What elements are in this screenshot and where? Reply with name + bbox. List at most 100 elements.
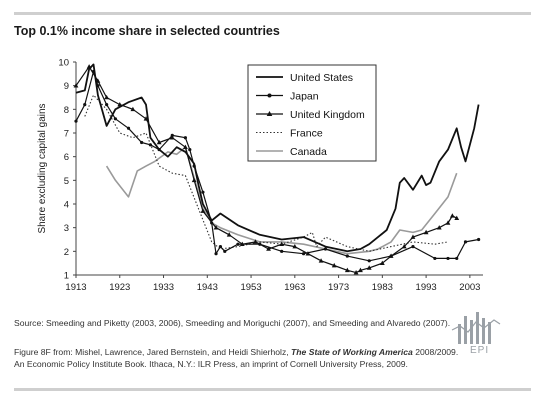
y-tick-label: 5 — [64, 176, 69, 187]
point-japan — [477, 237, 481, 242]
point-united-kingdom — [331, 262, 337, 268]
x-tick-label: 1933 — [153, 282, 174, 293]
figure-note-suffix: 2008/2009. — [412, 347, 459, 357]
legend-marker-united-kingdom — [266, 111, 273, 116]
point-united-kingdom — [410, 234, 416, 239]
point-japan — [140, 140, 144, 145]
y-tick-label: 4 — [64, 200, 69, 211]
y-tick-label: 3 — [64, 223, 69, 234]
point-japan — [201, 190, 205, 194]
point-japan — [183, 136, 188, 140]
chart-svg: 1 2 3 4 5 6 7 8 9 10 1913 1923 1933 1943 1953 1963 1973 1… — [37, 58, 483, 293]
book-title: The State of Working America — [291, 347, 413, 357]
y-tick-label: 7 — [64, 129, 69, 140]
point-united-kingdom — [358, 267, 363, 273]
y-tick-label: 10 — [58, 58, 69, 69]
point-united-kingdom — [213, 225, 219, 230]
point-japan — [236, 242, 240, 246]
point-united-kingdom — [445, 220, 451, 225]
source-note: Source: Smeeding and Piketty (2003, 2006… — [14, 318, 451, 328]
point-united-kingdom — [292, 244, 298, 249]
point-united-kingdom — [191, 177, 197, 183]
point-united-kingdom — [379, 260, 385, 265]
point-japan — [223, 249, 227, 253]
point-japan — [455, 256, 459, 261]
legend-label-france: France — [290, 127, 323, 139]
point-united-kingdom — [305, 251, 311, 256]
point-united-kingdom — [183, 144, 188, 149]
point-united-kingdom — [130, 106, 136, 112]
point-japan — [367, 259, 371, 263]
figure-note-prefix: Figure 8F from: Mishel, Lawrence, Jared … — [14, 347, 292, 357]
legend-label-united-states: United States — [290, 72, 353, 84]
point-united-kingdom — [279, 241, 285, 247]
point-japan — [188, 147, 192, 152]
x-tick-label: 1943 — [197, 282, 218, 293]
point-united-kingdom — [266, 246, 271, 251]
legend-label-japan: Japan — [290, 90, 319, 102]
x-tick-label: 2003 — [459, 282, 480, 293]
chart-title: Top 0.1% income share in selected countr… — [14, 24, 280, 38]
point-united-kingdom — [73, 83, 79, 88]
top-rule — [14, 12, 531, 15]
x-tick-label: 1983 — [372, 282, 393, 293]
point-united-kingdom — [253, 239, 258, 244]
legend-label-united-kingdom: United Kingdom — [290, 109, 365, 121]
point-united-kingdom — [344, 267, 350, 273]
point-united-kingdom — [366, 265, 372, 270]
point-united-kingdom — [226, 232, 232, 237]
series-layer — [73, 63, 481, 275]
point-japan — [214, 252, 218, 256]
point-japan — [105, 103, 109, 107]
y-tick-label: 6 — [64, 152, 69, 163]
y-tick-label: 9 — [64, 81, 69, 92]
point-japan — [446, 256, 450, 261]
point-japan — [301, 252, 306, 256]
x-tick-label: 1953 — [240, 282, 261, 293]
point-japan — [323, 247, 328, 251]
x-tick-label: 1923 — [109, 282, 130, 293]
point-united-kingdom — [239, 241, 245, 247]
point-united-kingdom — [436, 225, 442, 230]
legend-marker-japan — [267, 93, 272, 98]
bottom-rule — [14, 388, 531, 391]
figure-note-line-1: Figure 8F from: Mishel, Lawrence, Jared … — [14, 346, 458, 358]
x-tick-label: 1973 — [328, 282, 349, 293]
point-united-kingdom — [200, 208, 206, 213]
logo-text: EPI — [470, 345, 490, 356]
point-japan — [126, 126, 131, 130]
x-tick-label: 1913 — [65, 282, 86, 293]
point-united-kingdom — [104, 94, 110, 100]
legend-label-canada: Canada — [290, 146, 327, 158]
point-united-kingdom — [388, 253, 394, 258]
point-united-kingdom — [401, 244, 407, 249]
point-japan — [463, 240, 468, 244]
point-japan — [345, 254, 349, 258]
point-united-kingdom — [169, 135, 175, 140]
point-united-kingdom — [449, 213, 455, 218]
x-tick-label: 1963 — [284, 282, 305, 293]
legend: United States Japan United Kingdom France Ca… — [247, 64, 377, 162]
point-japan — [433, 256, 437, 261]
epi-logo-icon — [451, 312, 501, 344]
y-tick-label: 8 — [64, 105, 69, 116]
point-united-kingdom — [454, 215, 460, 220]
series-line-united-states — [75, 63, 480, 253]
x-tick-label: 1993 — [416, 282, 437, 293]
y-tick-label: 2 — [64, 247, 69, 258]
point-japan — [148, 143, 152, 147]
point-united-kingdom — [353, 270, 359, 275]
point-japan — [411, 245, 415, 249]
point-japan — [218, 245, 223, 249]
point-japan — [113, 117, 117, 121]
point-japan — [280, 249, 284, 253]
y-tick-label: 1 — [64, 271, 69, 282]
series-line-canada — [105, 146, 458, 255]
point-united-kingdom — [318, 258, 324, 263]
point-united-kingdom — [156, 139, 162, 145]
point-japan — [83, 103, 87, 107]
y-axis-label: Share excluding capital gains — [37, 103, 48, 233]
axes: 1 2 3 4 5 6 7 8 9 10 1913 1923 1933 1943 1953 1963 1973 1… — [37, 58, 483, 293]
point-united-kingdom — [423, 229, 429, 235]
point-japan — [74, 119, 78, 123]
